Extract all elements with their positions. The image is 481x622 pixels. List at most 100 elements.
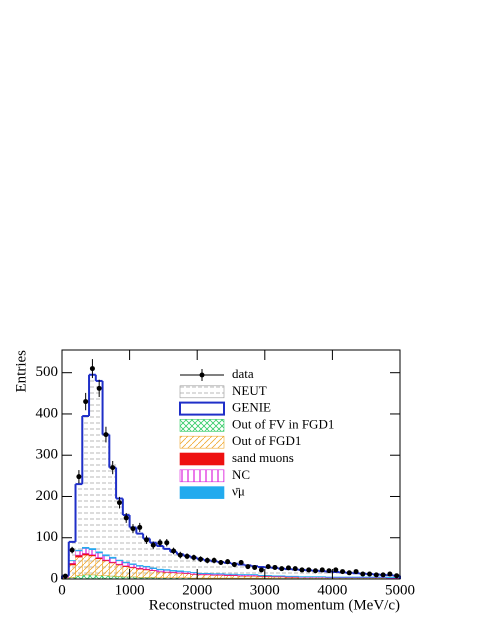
data-point [76,474,82,480]
data-point [130,526,136,532]
data-point [373,572,379,578]
stack-bar [82,546,90,549]
stack-bar [88,574,97,580]
stack-bar [82,574,90,580]
data-point [380,572,386,578]
neut-bar [163,548,171,579]
stack-bar [88,549,97,555]
stack-bar [142,565,151,568]
frame [61,349,401,580]
stack-bar [149,567,157,569]
neut-bar [217,561,225,579]
stack-bar [75,550,83,556]
stack-bar [156,568,164,571]
stack-bar [244,575,252,579]
stack-bar [163,569,171,571]
data-point [144,537,149,543]
neut-bar [231,563,238,579]
stack-bar [115,560,124,565]
legend-label: NEUT [232,383,267,398]
data-point [211,557,217,563]
data-point [218,559,224,565]
x-tick-label: 0 [58,582,66,598]
x-tick-label: 5000 [385,582,415,598]
stack-bar [169,570,178,572]
stack-bar [210,575,218,579]
legend-label: NC [232,467,250,482]
legend-symbol [179,385,225,399]
stack-bar [136,565,144,567]
neut-bar [339,571,346,579]
x-axis-label: Reconstructed muon momentum (MeV/c) [149,597,400,613]
neut-bar [82,413,90,579]
neut-bar [332,571,340,579]
data-point [164,540,170,546]
data-point [171,548,177,554]
data-point [225,559,231,565]
data-point [69,547,75,553]
data-point [279,566,285,572]
y-tick-label: 500 [36,364,59,380]
stack-bar [109,562,117,577]
legend-symbol [179,469,225,483]
data-point [110,465,116,471]
data-point [177,552,183,558]
data-point [340,569,346,575]
stack-bar [251,575,259,579]
data-point [306,567,312,573]
legend-label: GENIE [232,400,271,415]
stack-bar [136,568,144,578]
neut-bar [210,560,218,579]
stack-bar [102,554,110,557]
stack-bar [122,561,130,564]
x-tick-label: 1000 [115,582,145,598]
neut-bar [68,539,76,579]
y-tick-label: 100 [36,529,59,545]
stack-bar [176,570,184,572]
neut-bar [116,496,123,579]
neut-bar [318,570,326,579]
legend-symbol [199,372,205,378]
neut-bar [143,537,150,579]
data-point [184,553,190,559]
neut-bar [258,566,265,579]
legend-symbol [179,401,225,416]
neut-bar [136,532,144,579]
data-point [96,385,102,391]
neut-bar [203,559,211,579]
stack-bar [203,574,211,579]
neut-bar [170,550,177,579]
y-axis-label: Entries [13,350,29,393]
data-point [150,542,156,548]
y-tick-label: 400 [36,405,59,421]
neut-bar [95,385,103,579]
neut-bar [291,569,299,579]
stack-bar [142,569,151,578]
legend-label: Out of FV in FGD1 [232,416,334,431]
neut-bar [298,569,306,579]
stack-bar [95,558,103,576]
legend-symbol [179,419,225,432]
neut-bar [197,558,204,579]
stack-bar [129,567,137,578]
neut-bar [75,482,83,579]
stack-bar [176,572,184,579]
legend-label: data [232,366,254,381]
data-point [285,565,291,571]
x-tick-label: 3000 [250,582,280,598]
stack-bar [163,572,171,579]
stack-bar [196,574,205,579]
stack-bar [230,575,239,579]
data-point [319,567,325,573]
neut-bar [312,570,319,579]
stack-bar [75,554,83,558]
legend-symbol [179,452,225,466]
x-tick-label: 2000 [182,582,212,598]
data-point [62,573,68,579]
stack-bar [237,575,245,579]
stack-bar [68,564,76,578]
data-point [292,566,298,572]
data-point [353,569,359,575]
